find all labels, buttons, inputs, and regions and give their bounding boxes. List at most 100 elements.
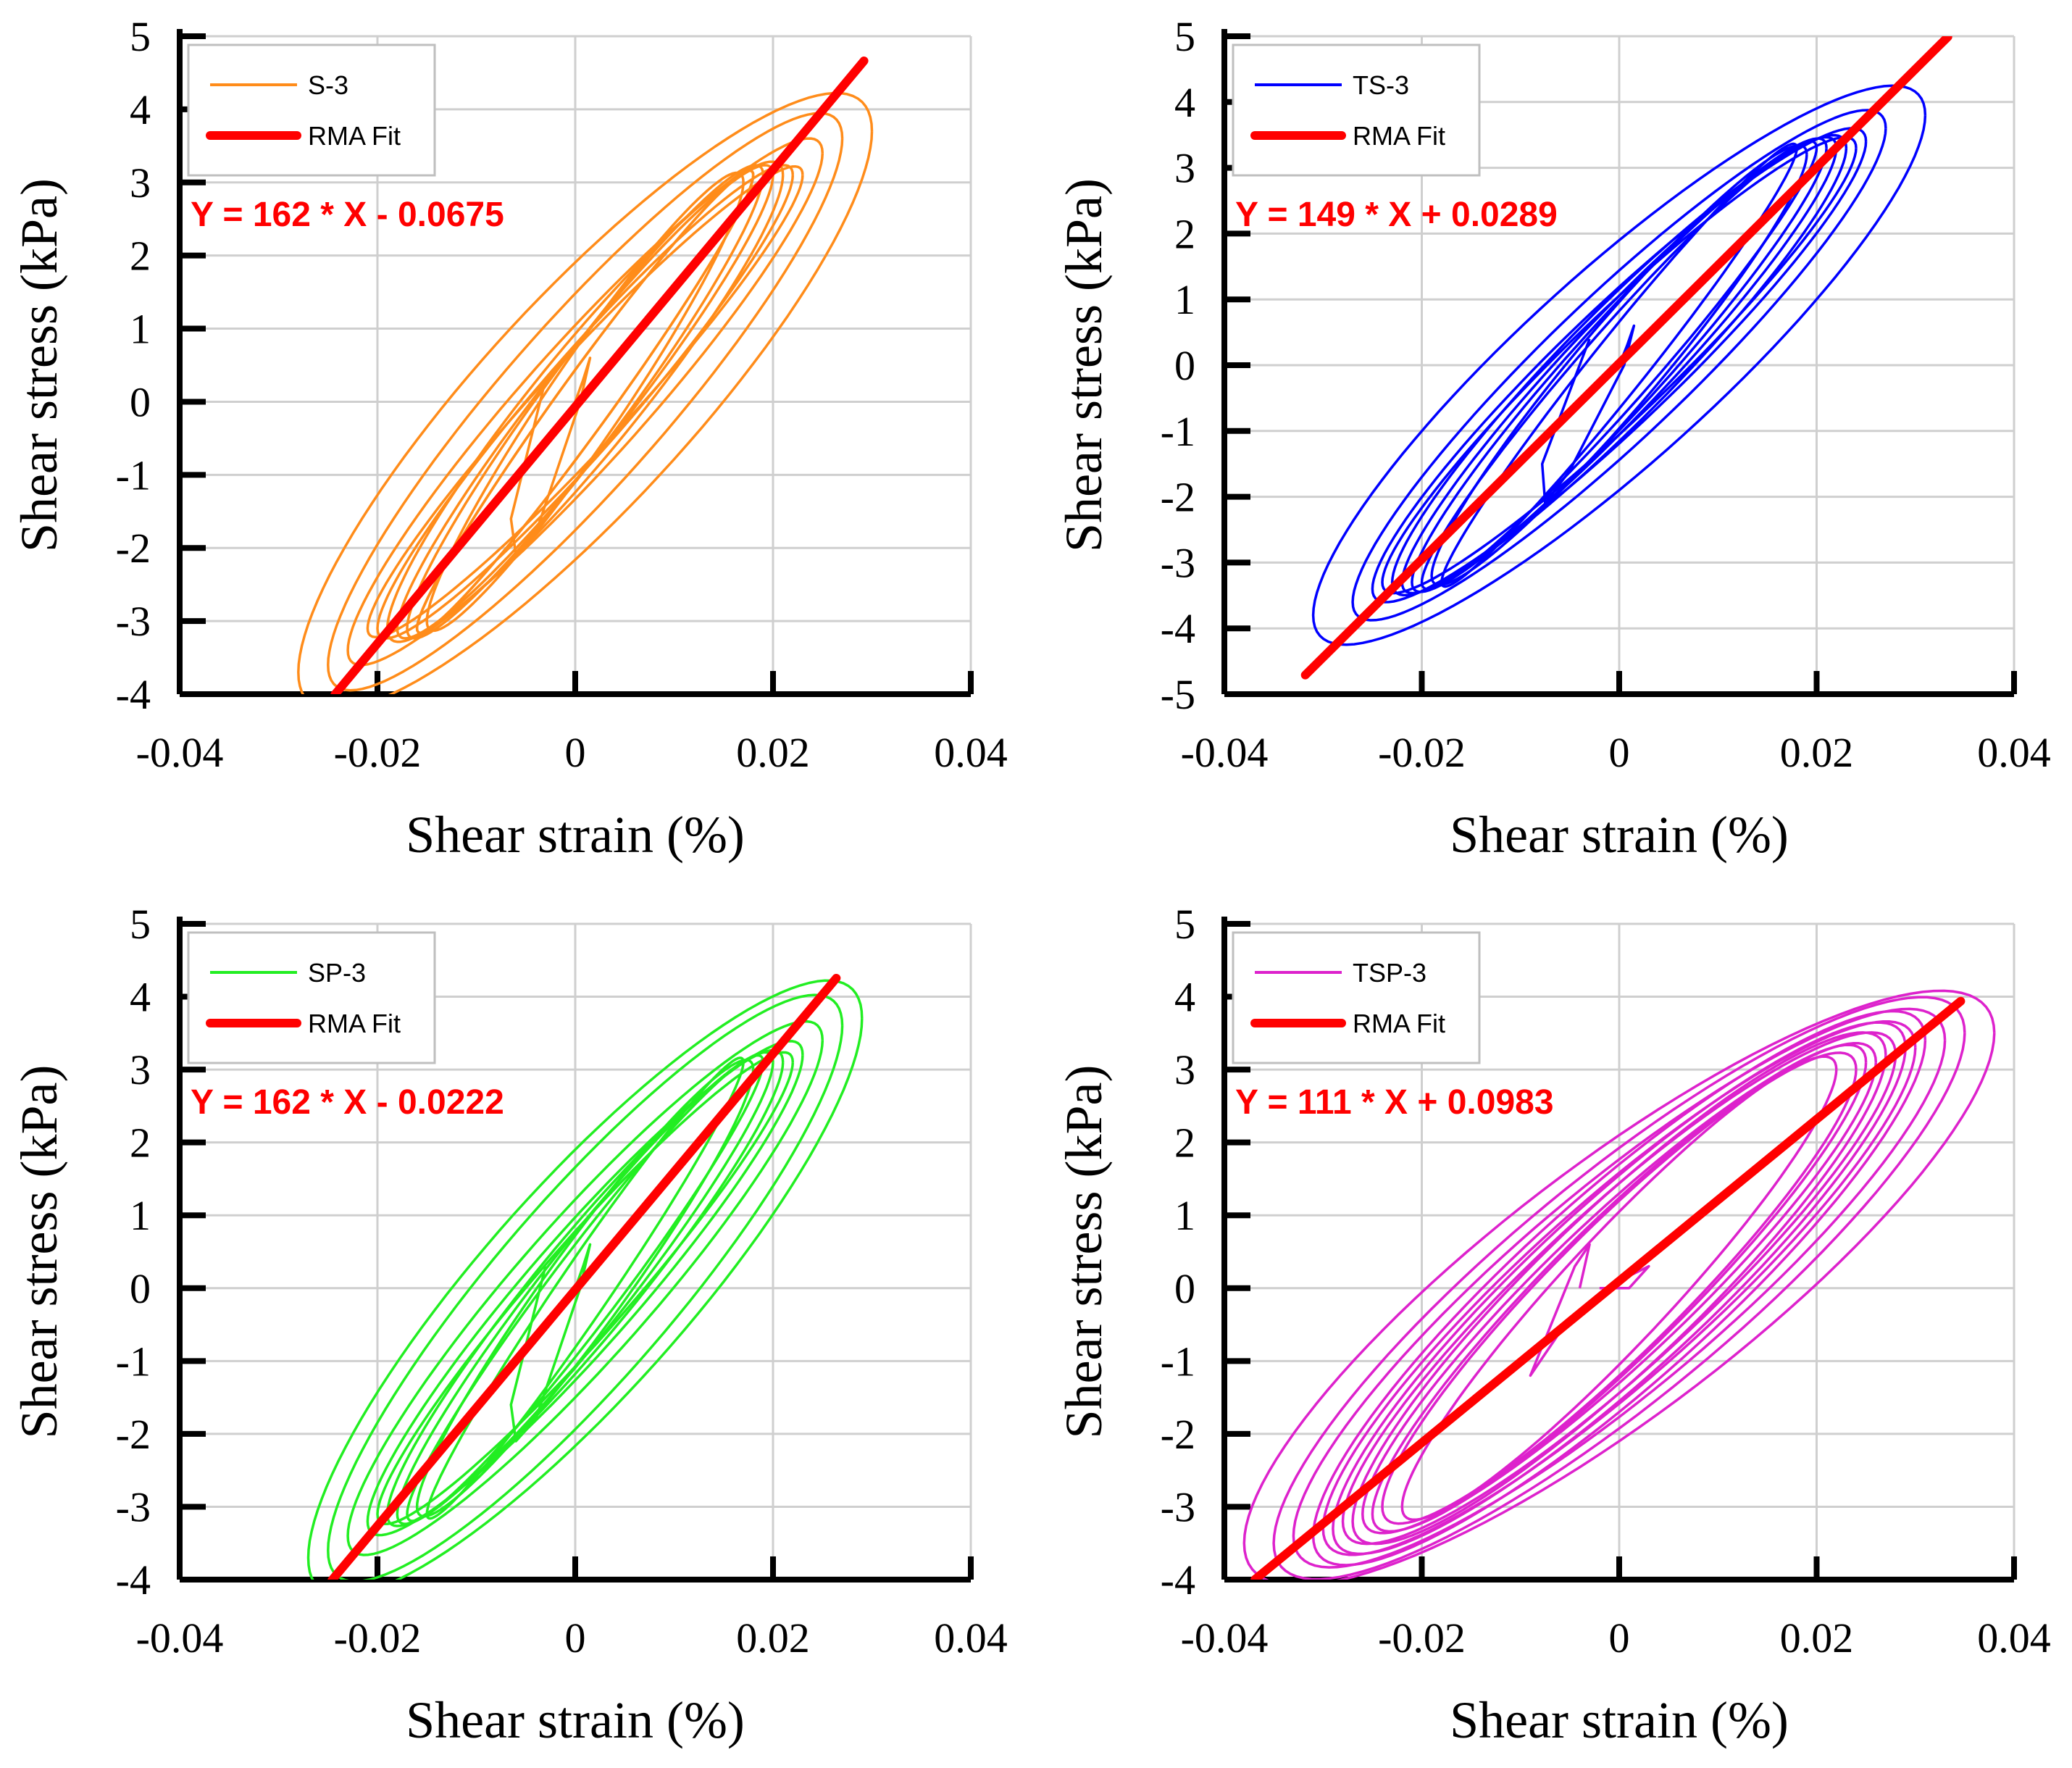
x-tick-label: 0.02 bbox=[736, 729, 810, 776]
hysteresis-cycle bbox=[1292, 1007, 1947, 1569]
y-tick-label: -2 bbox=[116, 525, 151, 572]
y-tick-label: 2 bbox=[130, 1119, 151, 1167]
y-tick-label: 2 bbox=[1174, 210, 1195, 257]
legend-label: RMA Fit bbox=[1353, 121, 1445, 151]
fit-equation: Y = 162 * X - 0.0675 bbox=[191, 196, 504, 234]
chart-panel-2: -0.04 -0.02 0 0.02 0.04 -5 -4 -3 -2 -1 0 1 2 3 4 5 Shear… bbox=[1055, 13, 2051, 864]
x-axis-title: Shear strain (%) bbox=[1450, 1691, 1789, 1749]
y-tick-label: -3 bbox=[1161, 1483, 1195, 1530]
y-axis-title: Shear stress (kPa) bbox=[10, 1065, 68, 1439]
y-tick-label: 2 bbox=[130, 233, 151, 280]
x-tick-label: 0 bbox=[1609, 1614, 1630, 1661]
y-tick-label: 0 bbox=[130, 1265, 151, 1312]
y-tick-label: 5 bbox=[1174, 13, 1195, 60]
x-tick-label: 0.02 bbox=[736, 1614, 810, 1661]
hysteresis-cycle bbox=[327, 112, 844, 692]
y-tick-label: -1 bbox=[116, 1338, 151, 1385]
x-tick-label: 0.02 bbox=[1780, 1614, 1854, 1661]
y-tick-label: -5 bbox=[1161, 671, 1195, 718]
x-tick-label: 0 bbox=[1609, 729, 1630, 776]
plot-area bbox=[1242, 989, 1996, 1580]
y-tick-label: -3 bbox=[116, 1483, 151, 1530]
chart-panel-1: -0.04 -0.02 0 0.02 0.04 -4 -3 -2 -1 0 1 2 3 4 5 Shear s… bbox=[10, 13, 1008, 864]
x-tick-label: 0.04 bbox=[934, 1614, 1008, 1661]
x-tick-label: -0.02 bbox=[334, 729, 422, 776]
rma-fit-line bbox=[1300, 36, 1952, 680]
legend-label: SP-3 bbox=[308, 958, 366, 988]
y-tick-label: -1 bbox=[1161, 1338, 1195, 1385]
hysteresis-cycle bbox=[1351, 1031, 1887, 1546]
y-tick-label: -4 bbox=[1161, 1556, 1195, 1604]
y-tick-label: 0 bbox=[1174, 342, 1195, 389]
x-tick-label: -0.04 bbox=[1181, 729, 1269, 776]
y-tick-label: 5 bbox=[130, 901, 151, 948]
y-tick-label: 1 bbox=[130, 1192, 151, 1239]
y-tick-label: 3 bbox=[130, 159, 151, 207]
x-tick-label: 0 bbox=[565, 729, 586, 776]
y-tick-label: 4 bbox=[1174, 79, 1195, 126]
y-tick-label: 2 bbox=[1174, 1119, 1195, 1167]
x-tick-label: -0.02 bbox=[334, 1614, 422, 1661]
legend-box bbox=[187, 931, 436, 1064]
chart-panel-4: -0.04 -0.02 0 0.02 0.04 -4 -3 -2 -1 0 1 2 3 4 5 Shear s… bbox=[1055, 901, 2051, 1749]
legend-label: RMA Fit bbox=[308, 1009, 401, 1038]
x-tick-label: -0.02 bbox=[1378, 1614, 1466, 1661]
y-tick-label: 1 bbox=[1174, 276, 1195, 323]
legend-label: TS-3 bbox=[1353, 70, 1409, 100]
y-tick-label: 1 bbox=[130, 306, 151, 353]
hysteresis-cycle bbox=[425, 171, 745, 633]
y-tick-label: -4 bbox=[116, 671, 151, 718]
y-tick-label: 4 bbox=[130, 974, 151, 1021]
y-tick-label: 0 bbox=[130, 378, 151, 425]
hysteresis-cycle bbox=[297, 91, 874, 694]
hysteresis-cycle bbox=[366, 1040, 804, 1537]
x-axis-title: Shear strain (%) bbox=[406, 1691, 745, 1749]
y-tick-label: 3 bbox=[130, 1046, 151, 1093]
rma-fit-line bbox=[1250, 996, 1966, 1580]
hysteresis-cycle bbox=[1371, 127, 1868, 604]
legend-box bbox=[1232, 931, 1481, 1064]
y-tick-label: -4 bbox=[1161, 605, 1195, 652]
hysteresis-cycle bbox=[1351, 109, 1887, 622]
rma-fit-line bbox=[330, 57, 869, 694]
y-tick-label: 0 bbox=[1174, 1265, 1195, 1312]
y-tick-label: -2 bbox=[116, 1411, 151, 1458]
y-tick-label: 3 bbox=[1174, 145, 1195, 192]
legend-box bbox=[1232, 43, 1481, 177]
hysteresis-cycle bbox=[376, 1051, 795, 1525]
hysteresis-cycle bbox=[1311, 84, 1927, 646]
x-tick-label: -0.04 bbox=[1181, 1614, 1269, 1661]
x-axis-title: Shear strain (%) bbox=[406, 806, 745, 864]
y-tick-label: -3 bbox=[1161, 539, 1195, 586]
x-tick-label: -0.04 bbox=[136, 1614, 224, 1661]
hysteresis-cycle bbox=[1341, 1031, 1897, 1546]
y-tick-label: -1 bbox=[1161, 408, 1195, 455]
hysteresis-cycle bbox=[406, 1054, 765, 1522]
plot-area bbox=[1300, 36, 1952, 680]
y-tick-label: -3 bbox=[116, 598, 151, 645]
hysteresis-cycle bbox=[1400, 1055, 1838, 1522]
y-tick-label: 5 bbox=[1174, 901, 1195, 948]
legend-label: RMA Fit bbox=[1353, 1009, 1445, 1038]
x-tick-label: -0.02 bbox=[1378, 729, 1466, 776]
y-tick-label: -2 bbox=[1161, 1411, 1195, 1458]
x-tick-label: 0.02 bbox=[1780, 729, 1854, 776]
plot-area bbox=[297, 57, 874, 694]
legend-label: S-3 bbox=[308, 70, 348, 100]
y-tick-label: 4 bbox=[1174, 974, 1195, 1021]
hysteresis-cycle bbox=[366, 164, 804, 638]
hysteresis-cycle bbox=[1272, 996, 1966, 1580]
y-tick-label: 4 bbox=[130, 86, 151, 133]
hysteresis-cycle bbox=[376, 164, 795, 640]
x-tick-label: -0.04 bbox=[136, 729, 224, 776]
hysteresis-initial-loop bbox=[509, 356, 592, 557]
plot-area bbox=[306, 973, 864, 1580]
y-tick-label: -2 bbox=[1161, 474, 1195, 521]
fit-equation: Y = 162 * X - 0.0222 bbox=[191, 1083, 504, 1122]
hysteresis-cycle bbox=[1242, 989, 1996, 1580]
hysteresis-cycle bbox=[1420, 140, 1818, 591]
rma-fit-line bbox=[327, 973, 841, 1580]
x-tick-label: 0.04 bbox=[934, 729, 1008, 776]
hysteresis-cycle bbox=[1361, 1042, 1878, 1535]
